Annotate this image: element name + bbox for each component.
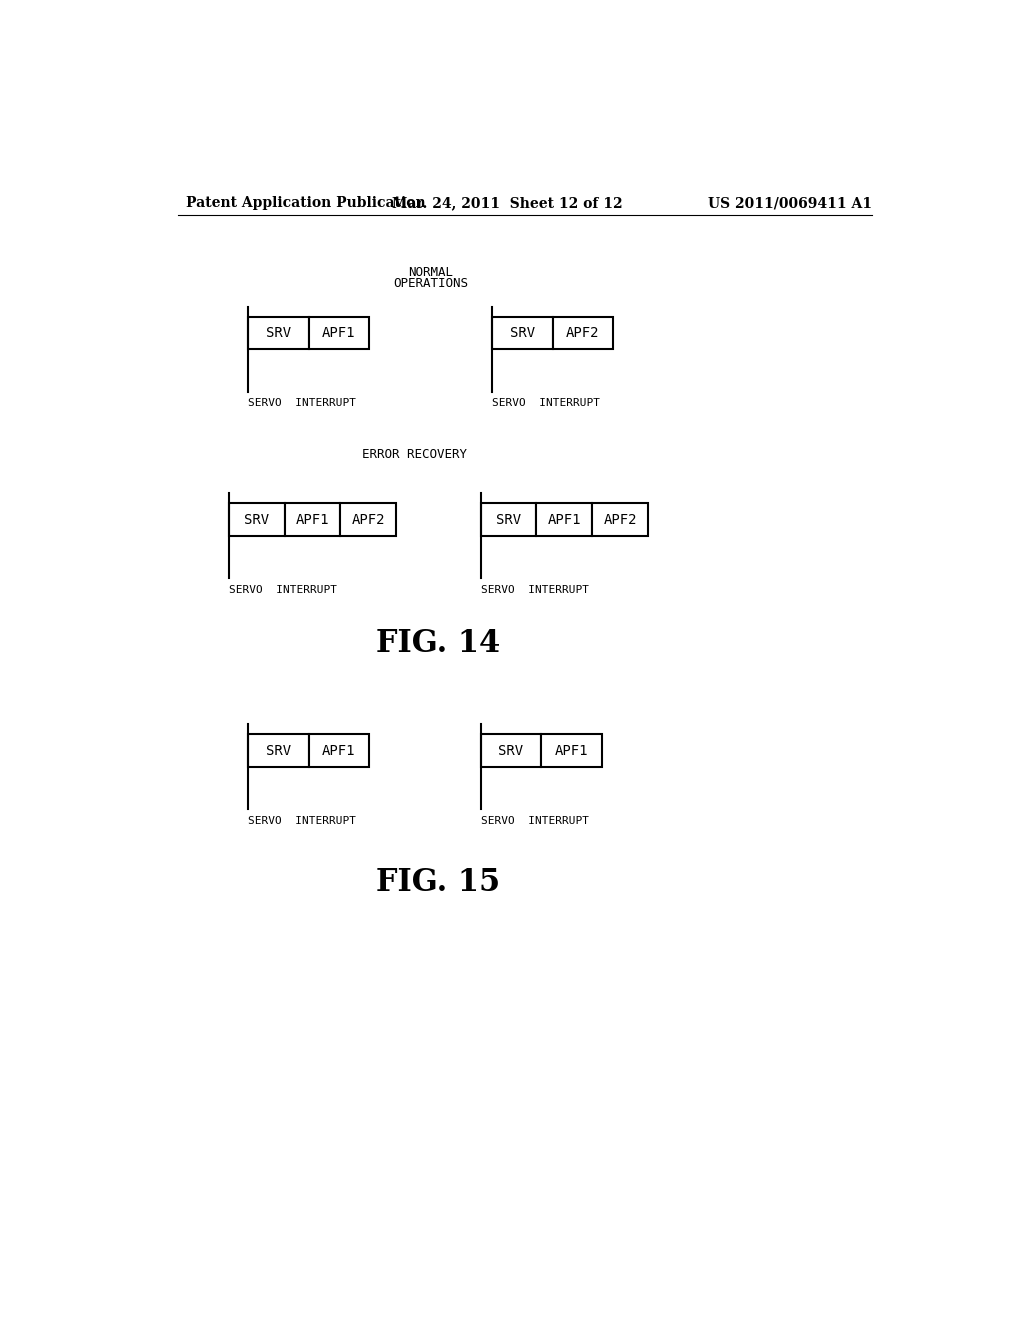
Bar <box>592 503 648 536</box>
Bar <box>480 734 541 767</box>
Text: SRV: SRV <box>496 512 521 527</box>
Text: APF1: APF1 <box>548 512 581 527</box>
Text: FIG. 15: FIG. 15 <box>376 867 500 898</box>
Bar <box>308 317 369 350</box>
Text: SERVO  INTERRUPT: SERVO INTERRUPT <box>248 399 356 408</box>
Text: Patent Application Publication: Patent Application Publication <box>186 197 426 210</box>
Text: APF1: APF1 <box>555 743 588 758</box>
Text: NORMAL: NORMAL <box>408 265 453 279</box>
Text: SERVO  INTERRUPT: SERVO INTERRUPT <box>493 399 600 408</box>
Bar <box>340 503 396 536</box>
Bar <box>248 734 308 767</box>
Text: SERVO  INTERRUPT: SERVO INTERRUPT <box>480 816 589 825</box>
Text: FIG. 14: FIG. 14 <box>376 628 500 659</box>
Text: Mar. 24, 2011  Sheet 12 of 12: Mar. 24, 2011 Sheet 12 of 12 <box>392 197 623 210</box>
Bar <box>553 317 613 350</box>
Text: SRV: SRV <box>266 326 291 341</box>
Text: SRV: SRV <box>244 512 269 527</box>
Text: APF2: APF2 <box>351 512 385 527</box>
Bar <box>541 734 601 767</box>
Bar <box>248 317 308 350</box>
Text: SRV: SRV <box>510 326 535 341</box>
Text: APF2: APF2 <box>566 326 600 341</box>
Bar <box>228 503 285 536</box>
Text: APF1: APF1 <box>296 512 329 527</box>
Bar <box>537 503 592 536</box>
Text: SERVO  INTERRUPT: SERVO INTERRUPT <box>248 816 356 825</box>
Text: ERROR RECOVERY: ERROR RECOVERY <box>362 449 467 462</box>
Text: APF2: APF2 <box>603 512 637 527</box>
Text: US 2011/0069411 A1: US 2011/0069411 A1 <box>708 197 872 210</box>
Text: OPERATIONS: OPERATIONS <box>393 277 468 290</box>
Text: APF1: APF1 <box>323 326 355 341</box>
Text: SERVO  INTERRUPT: SERVO INTERRUPT <box>228 585 337 594</box>
Bar <box>308 734 369 767</box>
Bar <box>493 317 553 350</box>
Bar <box>285 503 340 536</box>
Text: SERVO  INTERRUPT: SERVO INTERRUPT <box>480 585 589 594</box>
Text: SRV: SRV <box>266 743 291 758</box>
Text: APF1: APF1 <box>323 743 355 758</box>
Bar <box>480 503 537 536</box>
Text: SRV: SRV <box>499 743 523 758</box>
